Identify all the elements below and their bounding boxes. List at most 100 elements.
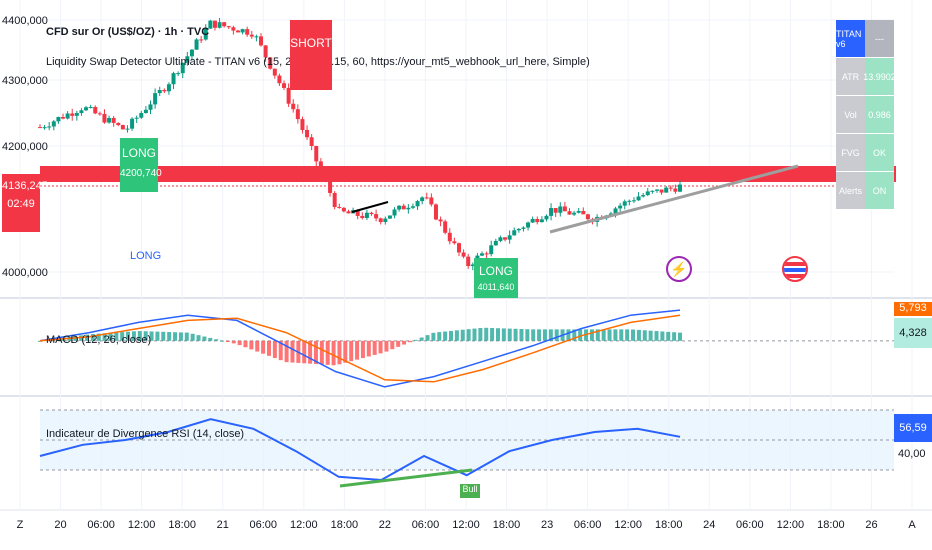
macd-histogram-bar bbox=[419, 337, 424, 341]
long-signal-1[interactable]: LONG 4200,740 bbox=[120, 138, 162, 192]
macd-histogram-bar bbox=[90, 334, 95, 341]
rsi-line bbox=[39, 418, 681, 482]
macd-histogram-bar bbox=[554, 329, 559, 341]
macd-histogram-bar bbox=[431, 332, 436, 341]
candle-body bbox=[535, 219, 540, 223]
candle-body bbox=[286, 87, 291, 104]
macd-histogram-bar bbox=[366, 340, 371, 357]
candle-body bbox=[369, 212, 374, 215]
flag-stripe bbox=[784, 262, 806, 266]
candle-body bbox=[259, 36, 264, 46]
candle-body bbox=[97, 113, 102, 115]
candle-body bbox=[74, 113, 79, 116]
candle-body bbox=[576, 210, 581, 213]
time-axis-label: 12:00 bbox=[452, 519, 480, 531]
candle-body bbox=[470, 264, 475, 267]
candle-body bbox=[636, 196, 641, 201]
candle-body bbox=[622, 201, 627, 206]
macd-histogram-bar bbox=[108, 332, 113, 341]
candle-body bbox=[360, 215, 365, 218]
countdown: 02:49 bbox=[7, 198, 35, 210]
macd-histogram-bar bbox=[308, 340, 313, 364]
candle-body bbox=[65, 113, 70, 119]
macd-histogram-bar bbox=[355, 340, 360, 360]
macd-histogram-bar bbox=[319, 340, 324, 365]
macd-histogram-bar bbox=[360, 340, 365, 359]
titan-header-right: --- bbox=[865, 20, 894, 57]
macd-histogram-bar bbox=[126, 331, 131, 341]
candle-body bbox=[305, 129, 310, 138]
macd-histogram-bar bbox=[261, 340, 266, 354]
candle-body bbox=[668, 187, 673, 189]
lightning-icon[interactable]: ⚡ bbox=[666, 256, 692, 282]
macd-histogram-bar bbox=[531, 329, 536, 341]
signal-line bbox=[39, 314, 681, 383]
macd-histogram-bar bbox=[507, 328, 512, 341]
flag-stripe bbox=[784, 268, 806, 272]
candle-body bbox=[498, 237, 503, 241]
titan-header-left: TITAN v6 bbox=[836, 20, 865, 57]
macd-histogram-bar bbox=[460, 329, 465, 341]
macd-histogram-bar bbox=[38, 340, 42, 342]
candle-body bbox=[489, 245, 494, 255]
rsi-level-label: 40,00 bbox=[898, 448, 926, 460]
rsi-value-badge: 56,59 bbox=[894, 414, 932, 442]
time-axis-label: 06:00 bbox=[736, 519, 764, 531]
macd-histogram-bar bbox=[660, 331, 665, 341]
candle-body bbox=[447, 232, 452, 242]
candle-body bbox=[300, 119, 305, 130]
macd-histogram-bar bbox=[666, 331, 671, 341]
time-axis-label: 23 bbox=[541, 519, 553, 531]
time-axis-label: 12:00 bbox=[777, 519, 805, 531]
candle-body bbox=[378, 218, 383, 223]
candle-body bbox=[194, 39, 199, 50]
price-axis-label: 4400,000 bbox=[2, 15, 48, 27]
candle-body bbox=[249, 34, 254, 37]
macd-histogram-bar bbox=[648, 330, 653, 341]
macd-histogram-bar bbox=[490, 328, 495, 341]
candle-body bbox=[641, 195, 646, 197]
candle-body bbox=[659, 189, 664, 193]
macd-value-badge: 4,328 bbox=[894, 318, 932, 348]
macd-histogram-bar bbox=[537, 329, 542, 341]
macd-histogram-bar bbox=[578, 329, 583, 341]
macd-histogram-bar bbox=[313, 340, 318, 365]
candle-body bbox=[678, 184, 682, 192]
titan-row-label: Alerts bbox=[836, 172, 865, 209]
us-flag-icon[interactable] bbox=[782, 256, 808, 282]
candle-body bbox=[512, 230, 517, 236]
titan-row-value: 0.986 bbox=[865, 96, 894, 133]
macd-title[interactable]: MACD (12, 26, close) bbox=[46, 334, 152, 346]
candle-body bbox=[424, 197, 429, 199]
candle-body bbox=[530, 219, 535, 223]
candle-body bbox=[673, 188, 678, 192]
candle-body bbox=[282, 83, 287, 88]
candle-body bbox=[277, 75, 282, 84]
macd-histogram-bar bbox=[542, 329, 547, 341]
candle-body bbox=[355, 210, 360, 216]
candle-body bbox=[235, 30, 240, 33]
candle-body bbox=[401, 205, 406, 210]
rsi-title[interactable]: Indicateur de Divergence RSI (14, close) bbox=[46, 428, 245, 440]
candle-body bbox=[397, 205, 402, 210]
long-signal-2-price: 4011,640 bbox=[477, 282, 515, 292]
macd-histogram-bar bbox=[102, 333, 107, 341]
candle-body bbox=[88, 107, 93, 109]
long-signal-2[interactable]: LONG 4011,640 bbox=[474, 258, 518, 298]
candle-body bbox=[539, 219, 544, 223]
macd-histogram-bar bbox=[572, 329, 577, 341]
price-axis-label: 4300,000 bbox=[2, 75, 48, 87]
macd-histogram-bar bbox=[349, 340, 354, 362]
macd-histogram-bar bbox=[220, 340, 225, 342]
candle-body bbox=[130, 118, 135, 129]
short-signal[interactable]: SHORT bbox=[290, 20, 332, 90]
candle-body bbox=[480, 253, 485, 256]
candle-body bbox=[613, 208, 618, 214]
candle-body bbox=[410, 206, 415, 208]
candle-body bbox=[38, 127, 42, 129]
titan-row-label: ATR bbox=[836, 58, 865, 95]
macd-histogram-bar bbox=[501, 328, 506, 341]
macd-histogram-bar bbox=[484, 327, 489, 341]
macd-histogram-bar bbox=[120, 332, 125, 341]
